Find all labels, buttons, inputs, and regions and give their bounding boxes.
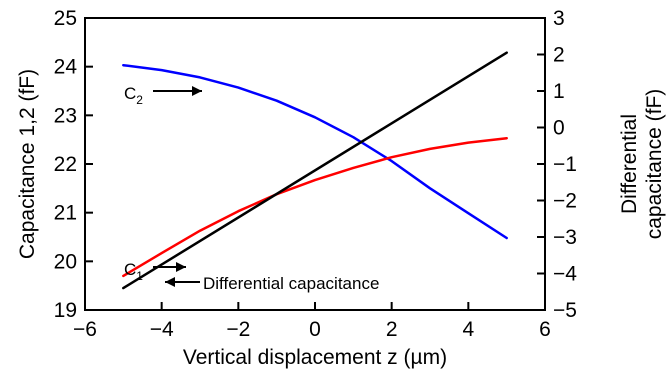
x-tick-label: 0 [309, 318, 321, 341]
annotation-c1: C1 [124, 260, 186, 283]
y-left-tick-label: 24 [54, 56, 78, 79]
annotation-c1-label: C1 [124, 260, 143, 283]
y-right-tick-label: 0 [553, 117, 565, 140]
y-right-tick-label: −4 [553, 263, 577, 286]
x-axis: −6 −4 −2 0 2 4 6 [73, 302, 551, 341]
x-tick-label: −2 [226, 318, 250, 341]
y-left-tick-label: 21 [54, 202, 77, 225]
y-left-tick-label: 22 [54, 153, 77, 176]
y-axis-right: −5 −4 −3 −2 −1 0 1 2 3 [537, 7, 577, 322]
x-tick-label: 2 [386, 318, 398, 341]
series-line-c1 [122, 136, 508, 278]
annotation-differential: Differential capacitance [165, 274, 379, 293]
y-left-tick-label: 23 [54, 104, 77, 127]
x-tick-label: 4 [462, 318, 474, 341]
annotation-c2: C2 [124, 84, 202, 107]
y-right-tick-label: 2 [553, 44, 565, 67]
annotation-c2-label: C2 [124, 84, 143, 107]
y-axis-left-title: Capacitance 1,2 (fF) [16, 69, 39, 259]
y-right-tick-label: −2 [553, 190, 577, 213]
y-right-tick-label: −3 [553, 226, 577, 249]
y-left-tick-label: 20 [54, 250, 77, 273]
x-tick-label: −4 [150, 318, 174, 341]
y-left-tick-label: 25 [54, 7, 77, 30]
y-left-tick-label: 19 [54, 299, 77, 322]
y-axis-left: 19 20 21 22 23 24 25 [54, 7, 93, 322]
y-right-tick-label: 1 [553, 80, 565, 103]
series-layer [122, 51, 508, 290]
series-line-diff [122, 51, 508, 290]
y-axis-right-title-line2: capacitance (fF) [643, 89, 666, 240]
annotation-differential-label: Differential capacitance [203, 274, 379, 293]
y-right-tick-label: 3 [553, 7, 565, 30]
y-right-tick-label: −5 [553, 299, 577, 322]
y-axis-right-title-line1: Differential [618, 114, 641, 214]
x-tick-label: 6 [539, 318, 551, 341]
y-right-tick-label: −1 [553, 153, 577, 176]
x-axis-title: Vertical displacement z (µm) [183, 346, 447, 369]
series-line-c2 [122, 63, 508, 240]
x-tick-label: −6 [73, 318, 97, 341]
